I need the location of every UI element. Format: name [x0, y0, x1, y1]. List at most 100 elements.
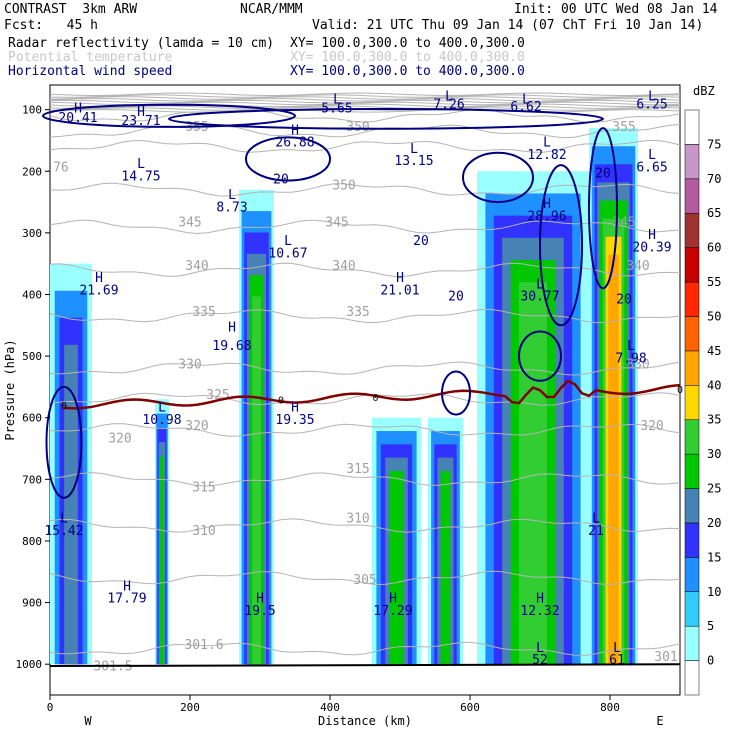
y-tick-label-2: 300: [22, 227, 42, 240]
colorbar-segment-1: [684, 625, 700, 661]
colorbar-segment-2: [684, 591, 700, 627]
wind-label-35: H: [396, 271, 404, 286]
wind-label-33: H: [95, 271, 103, 286]
theta-contour-13: [49, 641, 681, 656]
center-name: NCAR/MMM: [240, 2, 303, 17]
y-tick-label-3: 400: [22, 288, 42, 301]
theta-label-13: 330: [626, 357, 649, 372]
wind-contour-4: [539, 164, 583, 327]
wind-label-62: 52: [532, 653, 548, 668]
colorbar-segment-3: [684, 557, 700, 593]
theta-contour-7: [49, 361, 681, 376]
theta-label-15: 320: [108, 431, 131, 446]
xy-reflectivity: XY= 100.0,300.0 to 400.0,300.0: [290, 36, 525, 51]
colorbar-label-1: 5: [707, 619, 714, 633]
theta-label-26: .76: [45, 160, 68, 175]
wind-label-15: 13.15: [394, 154, 433, 169]
colorbar-label-7: 35: [707, 413, 721, 427]
wind-contour-2: [245, 136, 331, 182]
valid-time: Valid: 21 UTC Thu 09 Jan 14 (07 ChT Fri …: [312, 18, 704, 33]
colorbar-label-5: 25: [707, 482, 721, 496]
theta-stratosphere-4: [49, 99, 681, 104]
wind-label-63: L: [613, 641, 621, 656]
wind-label-44: 7.98: [615, 351, 646, 366]
wind-label-9: 6.62: [510, 100, 541, 115]
x-tick-label-3: 600: [460, 701, 480, 714]
theta-label-10: 335: [192, 305, 215, 320]
y-tick-label-4: 500: [22, 350, 42, 363]
colorbar-label-4: 20: [707, 516, 721, 530]
reflectivity-column-4-band-4: [440, 470, 451, 665]
wind-label-58: 17.29: [373, 604, 412, 619]
wind-label-12: H: [291, 123, 299, 138]
wind-label-10: L: [648, 89, 656, 104]
x-tick-label-2: 400: [320, 701, 340, 714]
colorbar-segment-12: [684, 247, 700, 283]
freezing-level-line: [63, 379, 681, 410]
theta-label-16: 320: [185, 419, 208, 434]
wind-label-39: 30.77: [520, 290, 559, 305]
colorbar-segment-0: [684, 660, 700, 696]
wind-label-18: L: [648, 148, 656, 163]
theta-label-6: 345: [612, 216, 635, 231]
theta-label-11: 335: [346, 305, 369, 320]
wind-label-17: 12.82: [527, 148, 566, 163]
field-theta: Potential temperature: [8, 50, 173, 65]
wind-label-48: 19.35: [275, 413, 314, 428]
theta-contour-12: [49, 570, 681, 586]
freezing-label-0: 0: [61, 401, 67, 412]
y-axis-label: Pressure (hPa): [3, 339, 17, 440]
wind-label-4: L: [333, 92, 341, 107]
colorbar-label-12: 60: [707, 241, 721, 255]
theta-contour-11: [49, 518, 681, 533]
colorbar-segment-6: [684, 453, 700, 489]
colorbar-label-9: 45: [707, 344, 721, 358]
wind-label-32: 20.39: [632, 240, 671, 255]
wind-label-41: H: [228, 320, 236, 335]
colorbar-segment-14: [684, 178, 700, 214]
theta-label-18: 315: [192, 481, 215, 496]
wind-label-11: 6.25: [636, 97, 667, 112]
theta-label-9: 340: [626, 259, 649, 274]
wind-label-57: H: [389, 592, 397, 607]
theta-label-4: 345: [178, 216, 201, 231]
colorbar-label-6: 30: [707, 447, 721, 461]
wind-label-3: 23.71: [121, 114, 160, 129]
freezing-label-1: 0: [278, 395, 284, 406]
wind-label-1: 20.41: [58, 111, 97, 126]
colorbar-label-10: 50: [707, 309, 721, 323]
theta-label-12: 330: [178, 357, 201, 372]
theta-stratosphere-9: [49, 109, 681, 113]
wind-contour-8: [518, 330, 562, 382]
theta-stratosphere-3: [49, 98, 681, 102]
wind-label-13: 26.88: [275, 136, 314, 151]
wind-label-30: 10.67: [268, 247, 307, 262]
wind-label-43: L: [627, 339, 635, 354]
field-reflectivity: Radar reflectivity (lamda = 10 cm): [8, 36, 275, 51]
colorbar-segment-13: [684, 212, 700, 248]
wind-contour-7: [441, 370, 471, 416]
freezing-label-3: 0: [677, 385, 683, 396]
wind-contour-0: [42, 103, 296, 128]
y-tick-label-6: 700: [22, 473, 42, 486]
wind-label-27: 20: [595, 166, 611, 181]
theta-stratosphere-0: [49, 92, 681, 97]
theta-label-3: 350: [332, 179, 355, 194]
x-tick-label-1: 200: [180, 701, 200, 714]
wind-label-19: 6.65: [636, 160, 667, 175]
wind-label-60: 12.32: [520, 604, 559, 619]
colorbar-unit: dBZ: [693, 84, 715, 98]
wind-label-34: 21.69: [79, 283, 118, 298]
colorbar-segment-5: [684, 488, 700, 524]
theta-stratosphere-7: [49, 105, 681, 109]
colorbar-label-14: 70: [707, 172, 721, 186]
theta-label-25: 301: [654, 650, 677, 665]
y-tick-label-7: 800: [22, 535, 42, 548]
theta-label-2: 355: [612, 120, 635, 135]
wind-contour-5: [588, 127, 618, 290]
wind-label-64: 61: [609, 653, 625, 668]
wind-label-5: 5.65: [321, 102, 352, 117]
reflectivity-column-6-band-7: [608, 254, 619, 665]
y-tick-label-1: 200: [22, 165, 42, 178]
